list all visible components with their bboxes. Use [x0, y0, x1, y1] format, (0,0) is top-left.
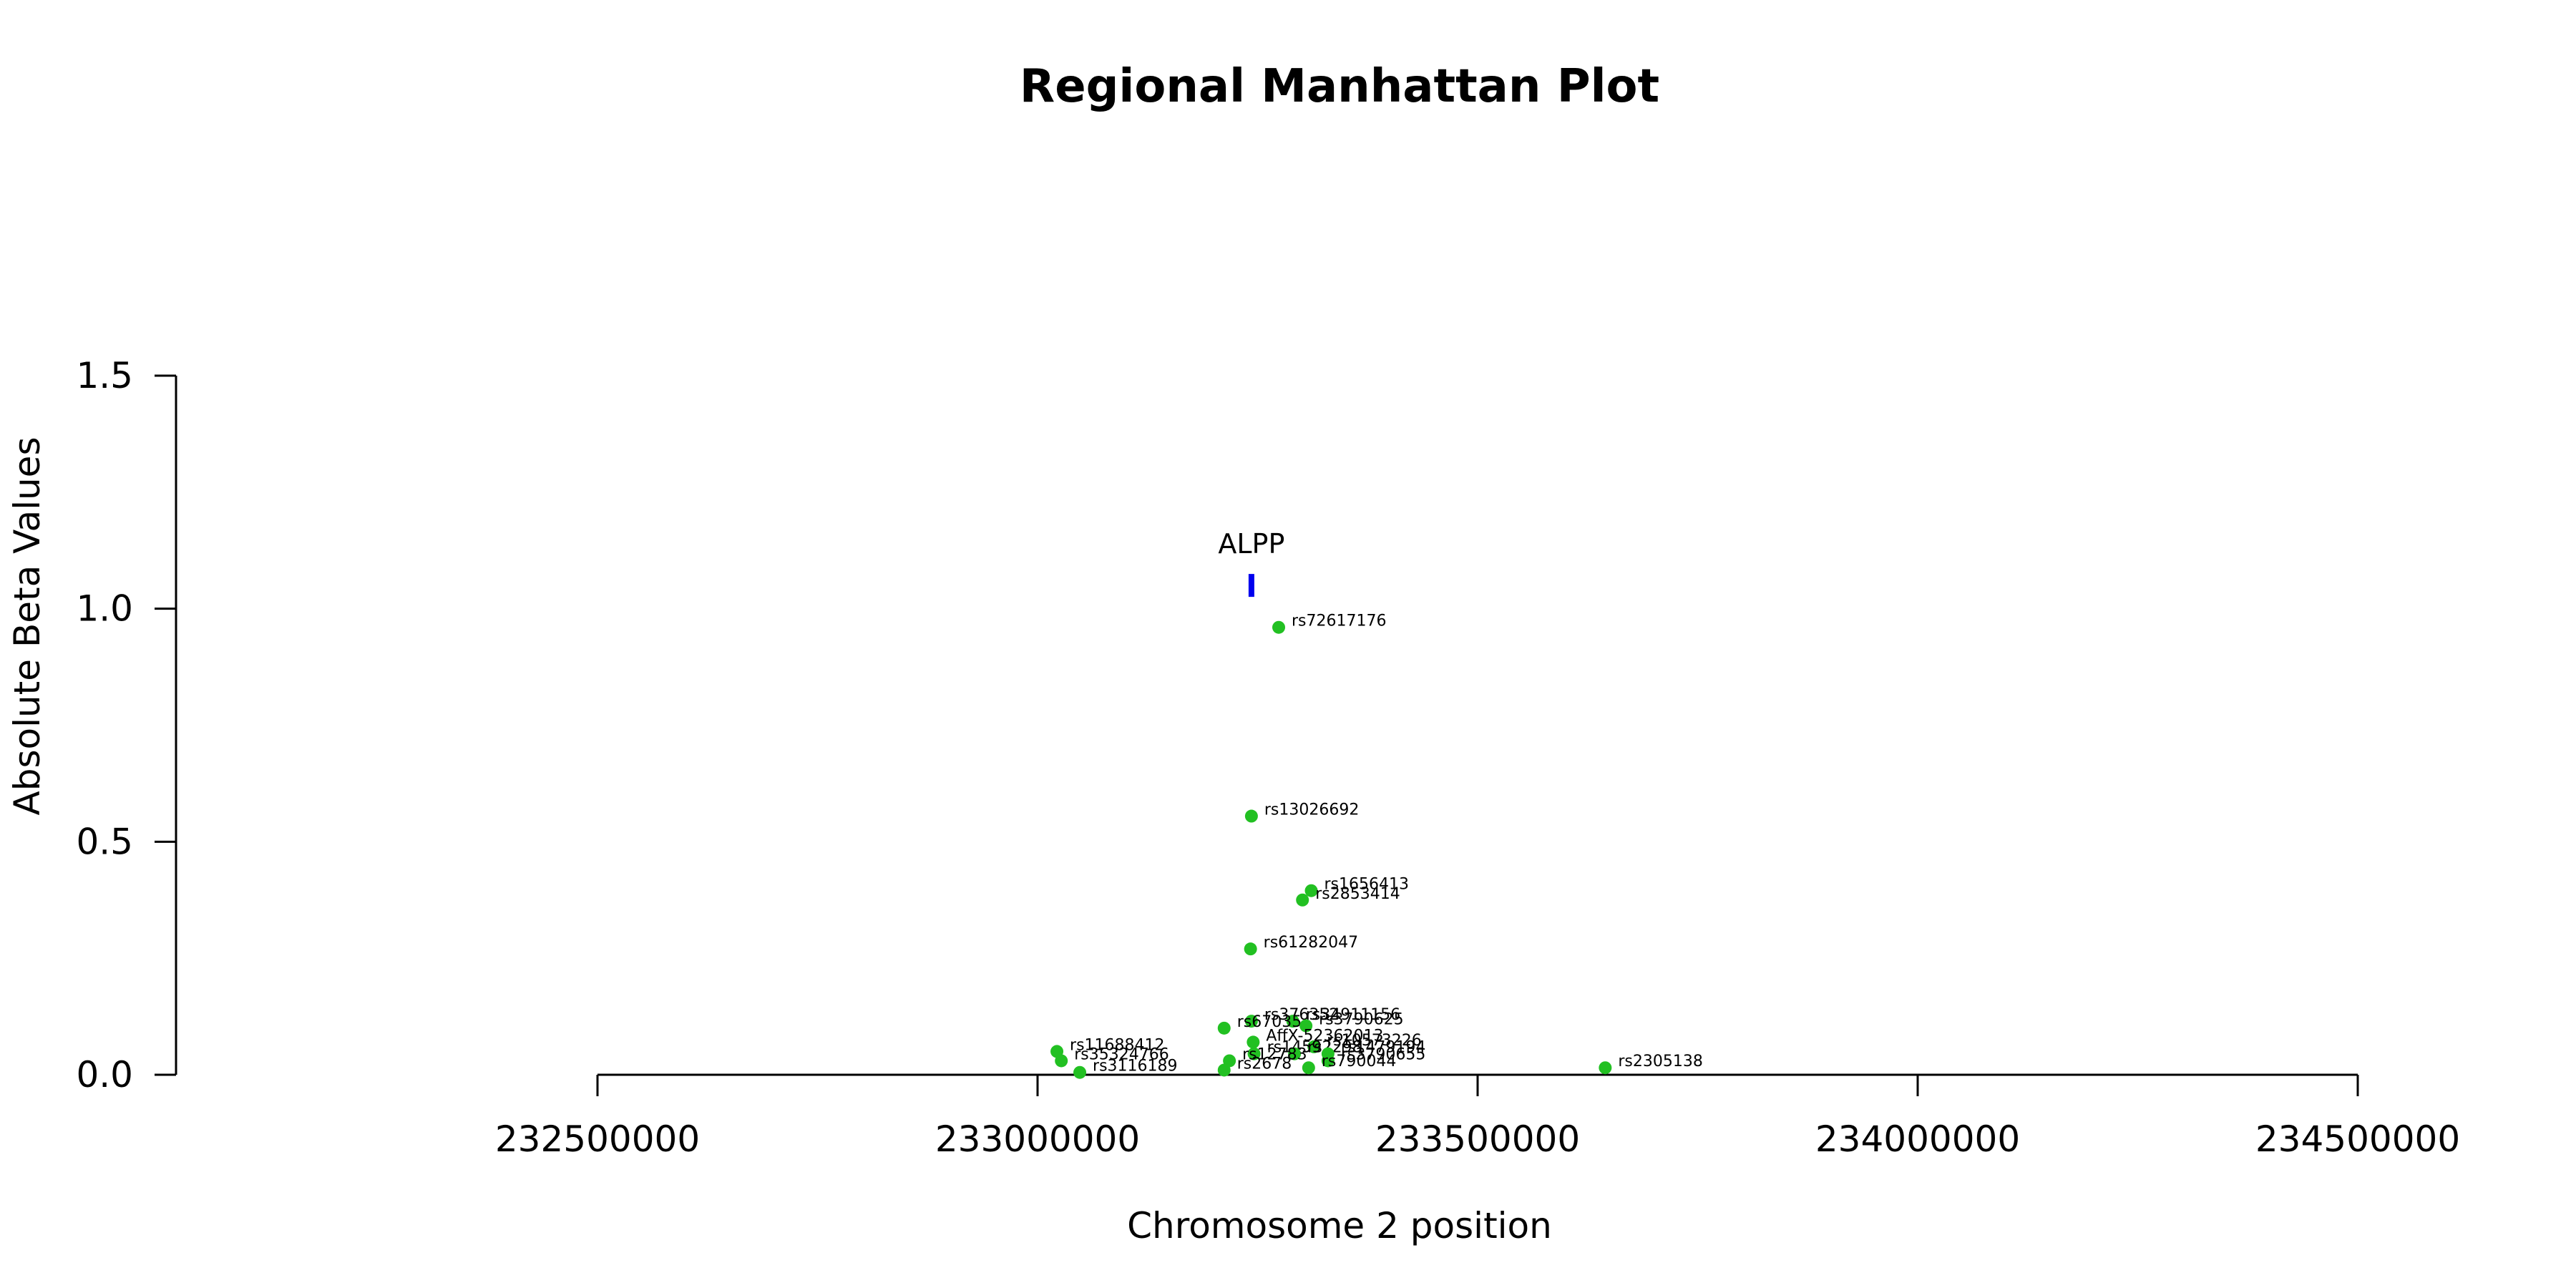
- x-tick-label: 233000000: [935, 1118, 1140, 1160]
- x-axis: 232500000 233000000 233500000 234000000 2345…: [495, 1075, 2460, 1160]
- snp-points: rs72617176rs13026692rs1656413rs2853414rs…: [1050, 613, 1703, 1079]
- snp-point: [1296, 894, 1309, 907]
- chart-title: Regional Manhattan Plot: [1020, 60, 1659, 113]
- snp-label: rs2678: [1237, 1055, 1292, 1073]
- gene-label: ALPP: [1218, 528, 1284, 560]
- x-tick-label: 234000000: [1815, 1118, 2020, 1160]
- y-tick-label: 1.5: [76, 355, 133, 396]
- snp-label: rs72617176: [1292, 613, 1386, 630]
- x-axis-label: Chromosome 2 position: [1127, 1205, 1552, 1246]
- x-tick-label: 234500000: [2255, 1118, 2460, 1160]
- y-axis-label: Absolute Beta Values: [6, 437, 48, 816]
- y-axis: 0.0 0.5 1.0 1.5: [76, 355, 176, 1096]
- snp-label: rs3790625: [1319, 1011, 1404, 1029]
- snp-point: [1599, 1061, 1611, 1074]
- snp-point: [1055, 1054, 1068, 1067]
- gene-markers: ALPP: [1218, 528, 1284, 597]
- snp-point: [1302, 1061, 1315, 1074]
- snp-label: rs2305138: [1618, 1053, 1703, 1070]
- snp-label: rs3116189: [1093, 1058, 1178, 1075]
- snp-label: rs13026692: [1264, 801, 1359, 819]
- x-tick-label: 232500000: [495, 1118, 700, 1160]
- snp-point: [1218, 1022, 1231, 1035]
- snp-point: [1272, 621, 1285, 634]
- y-tick-label: 1.0: [76, 588, 133, 630]
- y-tick-label: 0.5: [76, 821, 133, 862]
- x-tick-label: 233500000: [1375, 1118, 1580, 1160]
- snp-label: rs790044: [1322, 1053, 1397, 1070]
- snp-point: [1218, 1063, 1231, 1076]
- snp-point: [1245, 810, 1258, 823]
- snp-label: rs61282047: [1264, 934, 1358, 952]
- snp-point: [1073, 1066, 1086, 1079]
- y-tick-label: 0.0: [76, 1054, 133, 1096]
- snp-point: [1244, 942, 1257, 955]
- snp-label: rs2853414: [1315, 885, 1400, 903]
